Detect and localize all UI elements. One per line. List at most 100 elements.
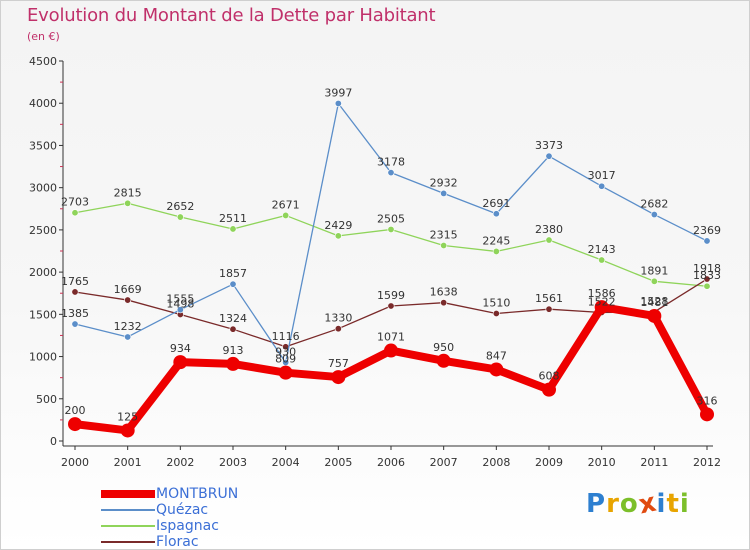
data-point	[700, 407, 714, 422]
data-point	[176, 306, 184, 314]
data-point	[124, 199, 132, 207]
data-point	[71, 209, 79, 217]
data-point	[650, 277, 658, 285]
y-tick-label: 4000	[29, 97, 57, 110]
data-label: 2671	[272, 198, 300, 211]
data-point	[226, 356, 240, 371]
data-label: 1481	[640, 296, 668, 309]
y-tick-label: 1500	[29, 308, 57, 321]
y-tick-label: 2000	[29, 266, 57, 279]
data-label: 2682	[640, 198, 668, 211]
data-label: 1324	[219, 312, 247, 325]
data-label: 2505	[377, 212, 405, 225]
data-point	[124, 296, 132, 304]
x-tick-label: 2002	[166, 456, 194, 469]
data-point	[647, 308, 662, 323]
data-label: 847	[486, 349, 507, 362]
data-point	[278, 365, 293, 380]
data-label: 1669	[114, 283, 142, 296]
series-line	[74, 102, 708, 364]
data-point	[594, 300, 609, 315]
x-tick-label: 2003	[219, 456, 247, 469]
data-label: 1765	[61, 275, 89, 288]
data-label: 1586	[588, 287, 616, 300]
series-lines	[68, 99, 714, 438]
x-tick-label: 2000	[61, 456, 89, 469]
x-tick-label: 2006	[377, 456, 405, 469]
axes: 0 500 1000 1500 2000 2500 3000 3500 4000 4500 2000…	[29, 55, 721, 469]
data-point	[282, 358, 290, 366]
data-label: 1599	[377, 289, 405, 302]
data-point	[703, 282, 711, 290]
data-point	[545, 236, 553, 244]
y-tick-label: 3000	[29, 182, 57, 195]
data-label: 809	[275, 353, 296, 366]
data-point	[176, 213, 184, 221]
data-label: 2143	[588, 243, 616, 256]
data-label: 950	[433, 341, 454, 354]
x-tick-label: 2010	[588, 456, 616, 469]
data-label: 1528	[640, 295, 668, 308]
legend-item: Florac	[101, 534, 341, 550]
data-label: 608	[539, 370, 560, 383]
data-label: 934	[170, 342, 191, 355]
data-point	[542, 382, 556, 397]
logo-letter: r	[606, 489, 620, 519]
data-point	[124, 333, 132, 341]
data-point	[492, 309, 500, 317]
data-point	[440, 299, 448, 307]
data-point	[68, 417, 82, 432]
data-label: 1561	[535, 292, 563, 305]
data-label: 2245	[482, 234, 510, 247]
data-label: 2380	[535, 223, 563, 236]
y-tick-label: 0	[50, 435, 57, 448]
logo-letter: i	[679, 489, 690, 519]
data-label: 3017	[588, 169, 616, 182]
proxiti-logo: Proxiti	[586, 487, 690, 520]
data-label: 125	[117, 410, 138, 423]
data-label: 1833	[693, 269, 721, 282]
data-point	[545, 305, 553, 313]
data-label: 2932	[430, 176, 458, 189]
data-label: 1918	[693, 262, 721, 275]
data-point	[489, 362, 504, 377]
data-point	[440, 242, 448, 250]
data-label: 3178	[377, 156, 405, 169]
data-point	[71, 288, 79, 296]
data-label: 2369	[693, 224, 721, 237]
data-point	[229, 325, 237, 333]
data-point	[71, 320, 79, 328]
data-point	[598, 256, 606, 264]
data-label: 1638	[430, 286, 458, 299]
data-point	[436, 353, 451, 368]
data-label: 2652	[166, 200, 194, 213]
y-tick-label: 500	[36, 393, 57, 406]
data-point	[334, 325, 342, 333]
legend-label: Quézac	[156, 502, 209, 518]
data-label: 3373	[535, 139, 563, 152]
data-point	[545, 152, 553, 160]
data-point	[282, 211, 290, 219]
data-label: 913	[223, 344, 244, 357]
data-label: 2691	[482, 197, 510, 210]
x-tick-label: 2007	[430, 456, 458, 469]
data-label: 1071	[377, 331, 405, 344]
data-point	[384, 343, 398, 358]
legend-label: MONTBRUN	[156, 486, 239, 502]
data-point	[703, 237, 711, 245]
logo-letter: i	[656, 489, 667, 519]
chart-title: Evolution du Montant de la Dette par Hab…	[27, 5, 436, 26]
logo-letter: t	[666, 489, 680, 519]
x-tick-label: 2011	[640, 456, 668, 469]
data-label: 930	[275, 345, 296, 358]
data-label: 1522	[588, 295, 616, 308]
data-point	[492, 247, 500, 255]
data-label: 316	[697, 394, 718, 407]
data-label: 1498	[166, 298, 194, 311]
data-label: 2315	[430, 229, 458, 242]
data-label: 1555	[166, 293, 194, 306]
data-label: 2815	[114, 186, 142, 199]
legend-swatch	[101, 525, 155, 527]
